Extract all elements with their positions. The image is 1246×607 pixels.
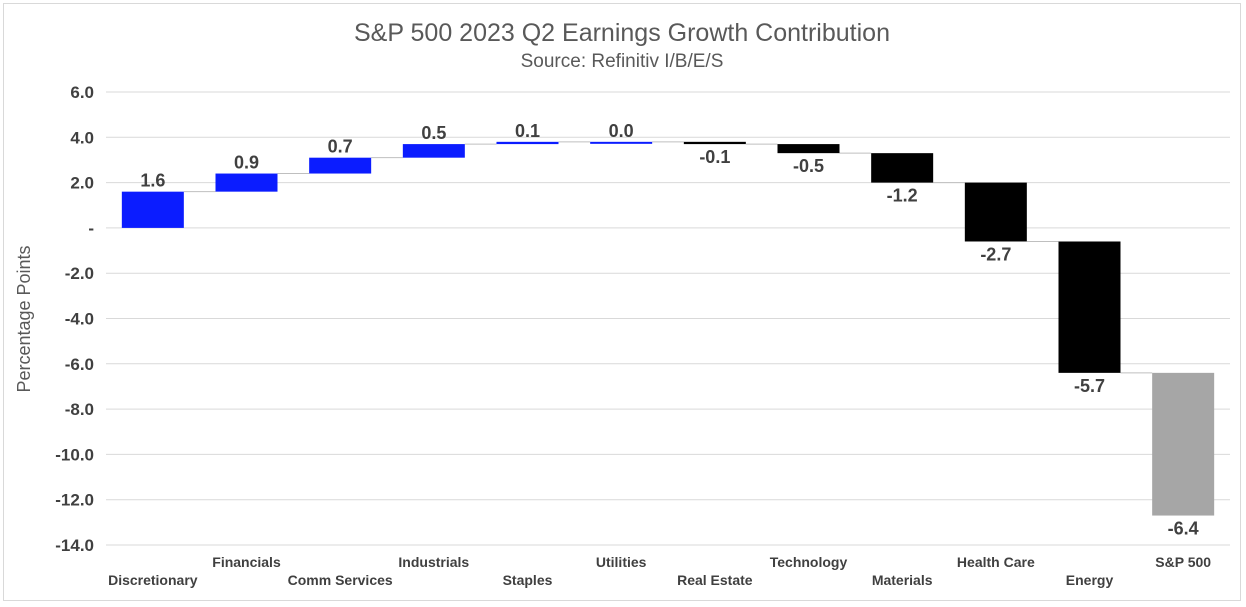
data-label: -2.7 — [980, 244, 1011, 264]
bar — [496, 141, 559, 145]
category-label: Financials — [212, 554, 281, 570]
data-label: 0.9 — [234, 153, 259, 173]
y-axis-ticks: 6.0 4.0 2.0 - -2.0 -4.0 -6.0 -8.0 -10.0 -12.0 -14.… — [55, 83, 94, 555]
category-label: Staples — [503, 572, 553, 588]
y-tick-label: -6.0 — [65, 355, 94, 374]
data-label: 0.5 — [421, 123, 446, 143]
bars — [121, 141, 1215, 516]
category-label: Materials — [872, 572, 933, 588]
data-label: 1.6 — [140, 171, 165, 191]
category-label: Energy — [1066, 572, 1114, 588]
bar — [1152, 372, 1215, 516]
y-tick-label: -14.0 — [55, 536, 94, 555]
y-tick-label: 2.0 — [70, 174, 94, 193]
bar — [215, 173, 278, 192]
category-label: S&P 500 — [1155, 554, 1211, 570]
data-labels: 1.6 0.9 0.7 0.5 0.1 0.0 -0.1 -0.5 -1.2 -2.7 -5.7 -6… — [140, 121, 1198, 539]
data-label: 0.0 — [609, 121, 634, 141]
y-tick-label: -4.0 — [65, 310, 94, 329]
y-tick-label: 6.0 — [70, 83, 94, 102]
gridlines — [106, 91, 1230, 546]
bar-connectors — [183, 141, 1153, 374]
bar — [1058, 241, 1121, 373]
category-labels: Discretionary Financials Comm Services Indu… — [108, 554, 1211, 588]
category-label: Health Care — [957, 554, 1035, 570]
data-label: 0.1 — [515, 121, 540, 141]
category-label: Discretionary — [108, 572, 198, 588]
data-label: -5.7 — [1074, 376, 1105, 396]
y-tick-label: -12.0 — [55, 491, 94, 510]
bar — [871, 153, 934, 183]
y-axis-label: Percentage Points — [14, 245, 34, 392]
data-label: -0.1 — [699, 147, 730, 167]
bar — [683, 141, 746, 145]
chart-subtitle: Source: Refinitiv I/B/E/S — [521, 51, 724, 72]
y-tick-label: 4.0 — [70, 128, 94, 147]
category-label: Real Estate — [677, 572, 753, 588]
data-label: 0.7 — [328, 137, 353, 157]
category-label: Industrials — [398, 554, 469, 570]
category-label: Utilities — [596, 554, 647, 570]
bar — [590, 141, 653, 144]
y-tick-label: -8.0 — [65, 400, 94, 419]
bar — [964, 182, 1027, 242]
y-tick-label: -2.0 — [65, 264, 94, 283]
bar — [309, 157, 372, 174]
data-label: -0.5 — [793, 156, 824, 176]
bar — [121, 191, 184, 228]
category-label: Technology — [770, 554, 848, 570]
bar — [402, 144, 465, 158]
category-label: Comm Services — [288, 572, 393, 588]
data-label: -6.4 — [1168, 519, 1199, 539]
y-tick-label: - — [88, 219, 94, 238]
bar — [777, 144, 840, 154]
chart-title: S&P 500 2023 Q2 Earnings Growth Contribu… — [354, 19, 890, 47]
data-label: -1.2 — [887, 186, 918, 206]
chart-svg: S&P 500 2023 Q2 Earnings Growth Contribu… — [14, 19, 1230, 588]
y-tick-label: -10.0 — [55, 445, 94, 464]
chart-frame: S&P 500 2023 Q2 Earnings Growth Contribu… — [3, 3, 1241, 601]
